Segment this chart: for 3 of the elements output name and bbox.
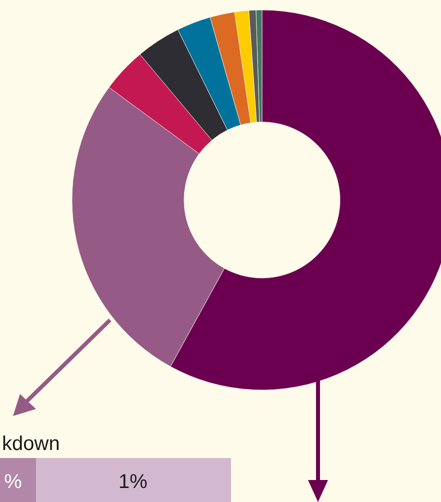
- text: %: [4, 471, 22, 493]
- text: 1%: [118, 471, 148, 493]
- text: kdown: [2, 433, 60, 455]
